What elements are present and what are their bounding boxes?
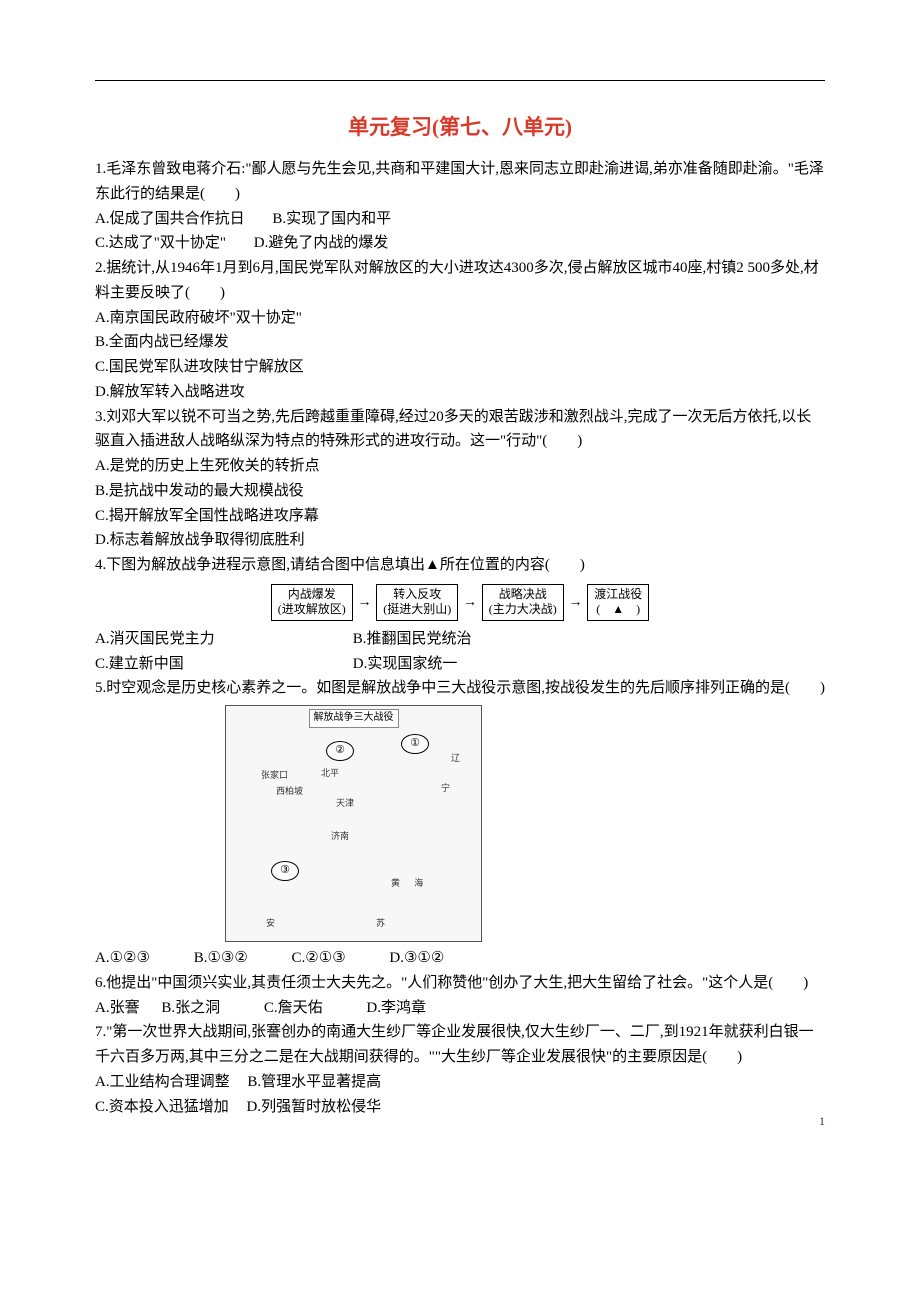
q7-opts-row1: A.工业结构合理调整 B.管理水平显著提高 xyxy=(95,1070,825,1095)
q7-opt-d: D.列强暂时放松侵华 xyxy=(247,1095,382,1120)
q3-opt-c: C.揭开解放军全国性战略进攻序幕 xyxy=(95,504,825,529)
map-title: 解放战争三大战役 xyxy=(309,709,399,728)
q6-stem: 6.他提出"中国须兴实业,其责任须士大夫先之。"人们称赞他"创办了大生,把大生留… xyxy=(95,971,825,996)
q5-map: 解放战争三大战役 ① ② ③ 张家口 西柏坡 北平 天津 济南 黄 海 宁 辽 … xyxy=(225,705,825,942)
q7-opt-c: C.资本投入迅猛增加 xyxy=(95,1095,229,1120)
flow-box-3-l2: (主力大决战) xyxy=(489,602,557,616)
flow-box-4-l1: 渡江战役 xyxy=(594,587,642,601)
top-rule xyxy=(95,80,825,81)
q6-opt-b: B.张之洞 xyxy=(161,996,220,1021)
flow-box-4: 渡江战役 ( ▲ ) xyxy=(587,584,649,621)
map-marker-1: ① xyxy=(401,734,429,754)
q4-opt-d: D.实现国家统一 xyxy=(353,652,458,677)
q3-opt-a: A.是党的历史上生死攸关的转折点 xyxy=(95,454,825,479)
q5-opt-b: B.①③② xyxy=(194,946,248,971)
q6-opt-a: A.张謇 xyxy=(95,996,140,1021)
q7-stem: 7."第一次世界大战期间,张謇创办的南通大生纱厂等企业发展很快,仅大生纱厂一、二… xyxy=(95,1020,825,1070)
flow-arrow-icon: → xyxy=(357,591,371,614)
prov-label: 苏 xyxy=(376,916,385,931)
q2-opt-d: D.解放军转入战略进攻 xyxy=(95,380,825,405)
q2-opt-a: A.南京国民政府破坏"双十协定" xyxy=(95,306,825,331)
q1-opt-d: D.避免了内战的爆发 xyxy=(254,231,389,256)
flow-arrow-icon: → xyxy=(463,591,477,614)
q4-opts-row1: A.消灭国民党主力 B.推翻国民党统治 xyxy=(95,627,825,652)
q1-opts-row2: C.达成了"双十协定" D.避免了内战的爆发 xyxy=(95,231,825,256)
body: 1.毛泽东曾致电蒋介石:"鄙人愿与先生会见,共商和平建国大计,恩来同志立即赴渝进… xyxy=(95,157,825,1119)
map-marker-3: ③ xyxy=(271,861,299,881)
flow-box-2: 转入反攻 (挺进大别山) xyxy=(376,584,458,621)
q3-stem: 3.刘邓大军以锐不可当之势,先后跨越重重障碍,经过20多天的艰苦跋涉和激烈战斗,… xyxy=(95,405,825,455)
city-label: 张家口 xyxy=(261,768,288,783)
q3-opt-d: D.标志着解放战争取得彻底胜利 xyxy=(95,528,825,553)
q4-flowchart: 内战爆发 (进攻解放区) → 转入反攻 (挺进大别山) → 战略决战 (主力大决… xyxy=(95,584,825,621)
q2-opt-b: B.全面内战已经爆发 xyxy=(95,330,825,355)
q1-opts-row1: A.促成了国共合作抗日 B.实现了国内和平 xyxy=(95,207,825,232)
map-marker-2: ② xyxy=(326,741,354,761)
q5-opts: A.①②③ B.①③② C.②①③ D.③①② xyxy=(95,946,825,971)
q6-opt-d: D.李鸿章 xyxy=(366,996,426,1021)
page-title: 单元复习(第七、八单元) xyxy=(95,111,825,141)
q3-opt-b: B.是抗战中发动的最大规模战役 xyxy=(95,479,825,504)
prov-label: 宁 xyxy=(441,781,450,796)
q2-stem: 2.据统计,从1946年1月到6月,国民党军队对解放区的大小进攻达4300多次,… xyxy=(95,256,825,306)
flow-box-2-l1: 转入反攻 xyxy=(393,587,441,601)
prov-label: 安 xyxy=(266,916,275,931)
q5-stem: 5.时空观念是历史核心素养之一。如图是解放战争中三大战役示意图,按战役发生的先后… xyxy=(95,676,825,701)
q7-opt-a: A.工业结构合理调整 xyxy=(95,1070,230,1095)
q6-opt-c: C.詹天佑 xyxy=(264,996,323,1021)
flow-box-3-l1: 战略决战 xyxy=(499,587,547,601)
city-label: 北平 xyxy=(321,766,339,781)
q4-opt-a: A.消灭国民党主力 xyxy=(95,627,325,652)
flow-arrow-icon: → xyxy=(568,591,582,614)
prov-label: 辽 xyxy=(451,751,460,766)
city-label: 西柏坡 xyxy=(276,784,303,799)
q5-opt-d: D.③①② xyxy=(389,946,444,971)
flow-box-3: 战略决战 (主力大决战) xyxy=(482,584,564,621)
sea-label: 黄 海 xyxy=(391,876,429,891)
flow-box-4-l2: ( ▲ ) xyxy=(596,602,640,616)
q4-opts-row2: C.建立新中国 D.实现国家统一 xyxy=(95,652,825,677)
q5-opt-c: C.②①③ xyxy=(292,946,346,971)
q2-opt-c: C.国民党军队进攻陕甘宁解放区 xyxy=(95,355,825,380)
map-box: 解放战争三大战役 ① ② ③ 张家口 西柏坡 北平 天津 济南 黄 海 宁 辽 … xyxy=(225,705,482,942)
q4-opt-b: B.推翻国民党统治 xyxy=(353,627,472,652)
q5-opt-a: A.①②③ xyxy=(95,946,150,971)
q1-opt-a: A.促成了国共合作抗日 xyxy=(95,207,245,232)
q1-opt-b: B.实现了国内和平 xyxy=(272,207,391,232)
q4-stem: 4.下图为解放战争进程示意图,请结合图中信息填出▲所在位置的内容( ) xyxy=(95,553,825,578)
flow-box-1: 内战爆发 (进攻解放区) xyxy=(271,584,353,621)
q6-opts: A.张謇 B.张之洞 C.詹天佑 D.李鸿章 xyxy=(95,996,825,1021)
flow-box-2-l2: (挺进大别山) xyxy=(383,602,451,616)
q7-opts-row2: C.资本投入迅猛增加 D.列强暂时放松侵华 xyxy=(95,1095,825,1120)
q1-stem: 1.毛泽东曾致电蒋介石:"鄙人愿与先生会见,共商和平建国大计,恩来同志立即赴渝进… xyxy=(95,157,825,207)
flow-box-1-l1: 内战爆发 xyxy=(288,587,336,601)
page: 单元复习(第七、八单元) 1.毛泽东曾致电蒋介石:"鄙人愿与先生会见,共商和平建… xyxy=(0,0,920,1159)
q1-opt-c: C.达成了"双十协定" xyxy=(95,231,226,256)
page-number: 1 xyxy=(819,1114,825,1129)
city-label: 济南 xyxy=(331,829,349,844)
q7-opt-b: B.管理水平显著提高 xyxy=(247,1070,381,1095)
q4-opt-c: C.建立新中国 xyxy=(95,652,325,677)
city-label: 天津 xyxy=(336,796,354,811)
flow-box-1-l2: (进攻解放区) xyxy=(278,602,346,616)
